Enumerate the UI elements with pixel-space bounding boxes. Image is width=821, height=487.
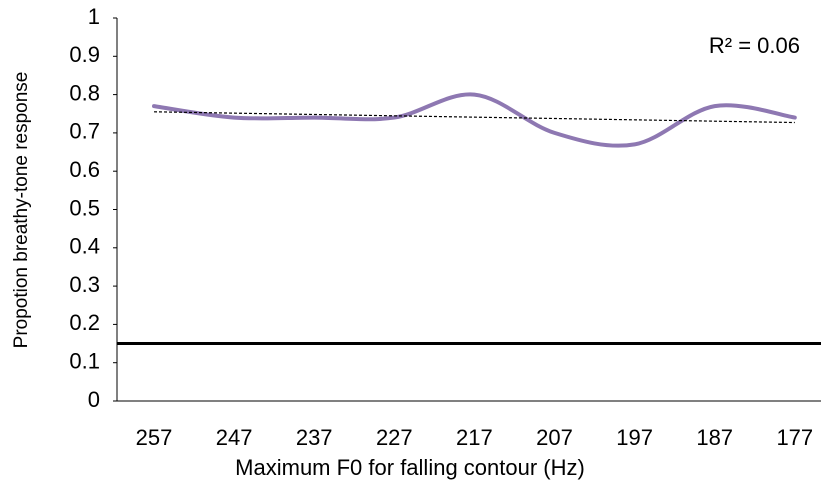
- y-tick-label: 0.8: [69, 80, 100, 105]
- y-tick-label: 0.7: [69, 119, 100, 144]
- x-tick-label: 227: [376, 425, 413, 450]
- y-axis-title: Propotion breathy-tone response: [11, 72, 32, 349]
- y-tick-label: 0.4: [69, 234, 100, 259]
- x-tick-label: 197: [616, 425, 653, 450]
- y-tick-label: 0.9: [69, 42, 100, 67]
- x-tick-label: 177: [776, 425, 813, 450]
- y-tick-label: 1: [88, 4, 100, 29]
- y-tick-label: 0.3: [69, 272, 100, 297]
- y-tick-label: 0.5: [69, 195, 100, 220]
- x-tick-label: 207: [536, 425, 573, 450]
- y-tick-label: 0: [88, 387, 100, 412]
- x-tick-label: 247: [216, 425, 253, 450]
- x-tick-label: 237: [296, 425, 333, 450]
- x-axis-title: Maximum F0 for falling contour (Hz): [235, 455, 585, 480]
- x-tick-label: 217: [456, 425, 493, 450]
- y-tick-label: 0.2: [69, 310, 100, 335]
- trendline: [153, 111, 795, 124]
- trendline-label: R² = 0.06: [709, 33, 800, 58]
- x-tick-label: 187: [696, 425, 733, 450]
- x-tick-label: 257: [136, 425, 173, 450]
- y-tick-label: 0.6: [69, 157, 100, 182]
- y-tick-label: 0.1: [69, 349, 100, 374]
- data-line: [152, 92, 797, 148]
